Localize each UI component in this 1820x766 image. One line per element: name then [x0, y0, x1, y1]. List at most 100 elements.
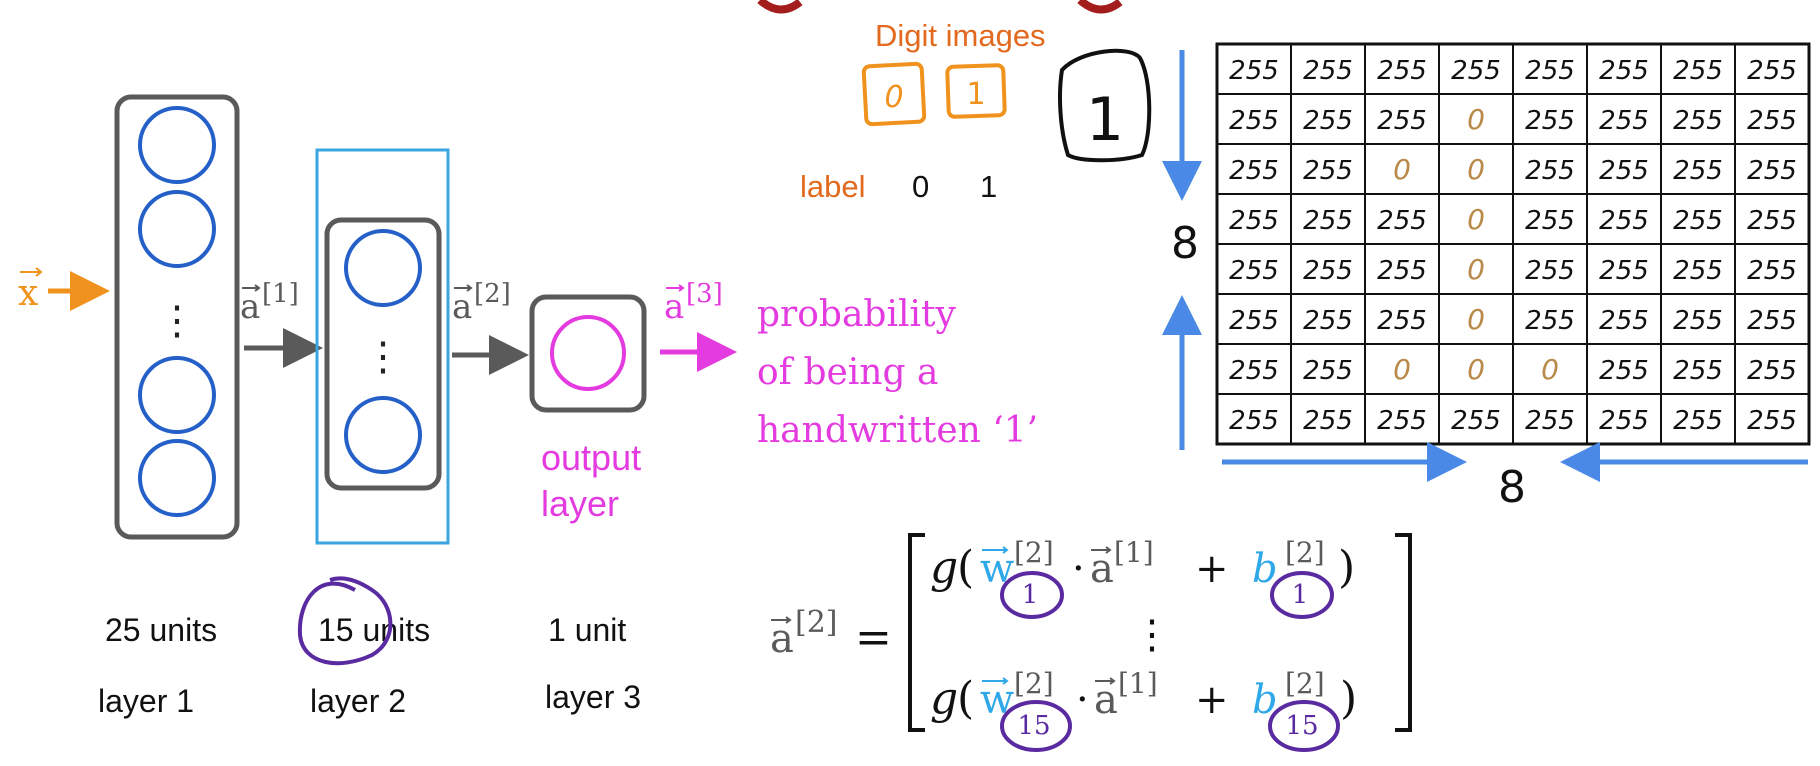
pixel-value: 255 [1599, 356, 1649, 386]
pixel-value: 0 [1467, 153, 1485, 186]
layer-2-units: 15 units [318, 612, 430, 648]
weight-superscript: [2] [1014, 667, 1054, 700]
plus-sign: + [1195, 677, 1229, 723]
pixel-value: 0 [1467, 203, 1485, 236]
equation-row-15: g ( w [2] 15 · a [1] + b [2] 15 ) [930, 667, 1357, 752]
bias-superscript: [2] [1285, 667, 1325, 700]
pixel-value: 255 [1303, 56, 1353, 86]
pixel-value: 255 [1377, 406, 1427, 436]
vector-arrow-icon [982, 677, 1009, 685]
top-decoration-stroke [1077, 0, 1123, 14]
pixel-value: 255 [1525, 156, 1575, 186]
vector-arrow-icon [1095, 677, 1116, 685]
pixel-value: 255 [1525, 306, 1575, 336]
digit-example-0-box [861, 61, 927, 127]
neural-network-diagram: x ⋮ a [1] ⋮ a [2] output layer a [ [18, 94, 1038, 719]
vector-arrow-icon [242, 284, 261, 292]
layer-2-name: layer 2 [310, 683, 406, 719]
pixel-value: 255 [1229, 106, 1279, 136]
pixel-value: 0 [1467, 303, 1485, 336]
neuron [138, 356, 216, 434]
pixel-value: 255 [1599, 56, 1649, 86]
g-function: g [930, 673, 958, 724]
label-value-0: 0 [912, 169, 929, 204]
probability-line3: handwritten ‘1’ [757, 410, 1038, 451]
pixel-value: 255 [1673, 156, 1723, 186]
pixel-value: 255 [1303, 106, 1353, 136]
neuron [138, 190, 216, 268]
pixel-value: 255 [1303, 406, 1353, 436]
annotation-circle [1270, 571, 1334, 619]
pixel-value: 255 [1229, 206, 1279, 236]
pixel-value: 255 [1747, 356, 1797, 386]
left-bracket [908, 533, 925, 732]
pixel-value: 0 [1467, 353, 1485, 386]
weight-w: w [980, 546, 1014, 592]
equation-row-1: g ( w [2] 1 · a [1] + b [2] 1 ) [930, 536, 1355, 619]
pixel-value: 255 [1599, 406, 1649, 436]
digit-example-1: 1 [966, 77, 985, 112]
pixel-value: 255 [1525, 206, 1575, 236]
activation-superscript: [1] [1114, 536, 1154, 569]
vector-arrow-icon [771, 616, 792, 624]
neuron [344, 396, 422, 474]
equation-lhs-a: a [770, 616, 794, 662]
pixel-value: 255 [1599, 206, 1649, 236]
pixel-value: 255 [1599, 156, 1649, 186]
grid-width-label: 8 [1498, 462, 1526, 513]
ellipsis: ⋮ [157, 299, 197, 343]
pixel-value: 255 [1451, 56, 1501, 86]
pixel-value: 255 [1747, 106, 1797, 136]
activation-a3-superscript: [3] [686, 279, 723, 309]
pixel-value: 255 [1673, 56, 1723, 86]
open-paren: ( [957, 673, 974, 724]
pixel-value: 255 [1525, 406, 1575, 436]
layer-3-units: 1 unit [548, 612, 626, 648]
activation-a: a [1090, 546, 1114, 592]
top-decoration-stroke [757, 0, 803, 14]
pixel-value: 255 [1747, 406, 1797, 436]
pixel-value: 255 [1303, 206, 1353, 236]
digit-images-panel: Digit images 0 1 label 0 1 1 [800, 18, 1152, 204]
pixel-value: 255 [1377, 56, 1427, 86]
pixel-value: 255 [1229, 256, 1279, 286]
close-paren: ) [1338, 542, 1355, 593]
plus-sign: + [1195, 546, 1229, 592]
label-word: label [800, 169, 866, 204]
equation-lhs-superscript: [2] [795, 605, 838, 640]
pixel-value: 255 [1377, 256, 1427, 286]
annotation-circle [1268, 700, 1340, 752]
probability-line2: of being a [757, 352, 938, 393]
pixel-grid-cells: 255 255 255 255 255 255 255 255 255 255 255 0 255 255… [1229, 56, 1797, 436]
pixel-value: 0 [1467, 253, 1485, 286]
layer-2-highlight-box [315, 148, 450, 545]
pixel-value: 255 [1229, 156, 1279, 186]
pixel-value: 255 [1525, 106, 1575, 136]
pixel-value: 255 [1673, 256, 1723, 286]
pixel-value: 255 [1673, 106, 1723, 136]
annotation-circle [1000, 700, 1072, 752]
pixel-value: 255 [1451, 406, 1501, 436]
pixel-value: 255 [1673, 406, 1723, 436]
weight-subscript: 1 [1022, 580, 1039, 610]
pixel-value: 255 [1599, 256, 1649, 286]
digit-sketch: 1 [1086, 85, 1124, 155]
vector-arrow-head-icon [35, 267, 43, 277]
pixel-value: 255 [1599, 106, 1649, 136]
pixel-value: 255 [1673, 206, 1723, 236]
pixel-value: 255 [1525, 56, 1575, 86]
bias-subscript: 15 [1285, 711, 1318, 741]
pixel-value: 255 [1229, 406, 1279, 436]
pixel-value: 255 [1303, 156, 1353, 186]
neuron [138, 106, 216, 184]
dot-operator: · [1072, 546, 1085, 592]
ellipsis: ⋮ [363, 335, 403, 379]
input-x-label: x [18, 273, 38, 314]
pixel-value: 0 [1541, 353, 1559, 386]
equals-sign: = [855, 612, 892, 663]
vertical-ellipsis: ⋮ [1132, 613, 1172, 657]
pixel-value: 255 [1599, 306, 1649, 336]
pixel-value: 0 [1467, 103, 1485, 136]
pixel-value: 255 [1303, 306, 1353, 336]
